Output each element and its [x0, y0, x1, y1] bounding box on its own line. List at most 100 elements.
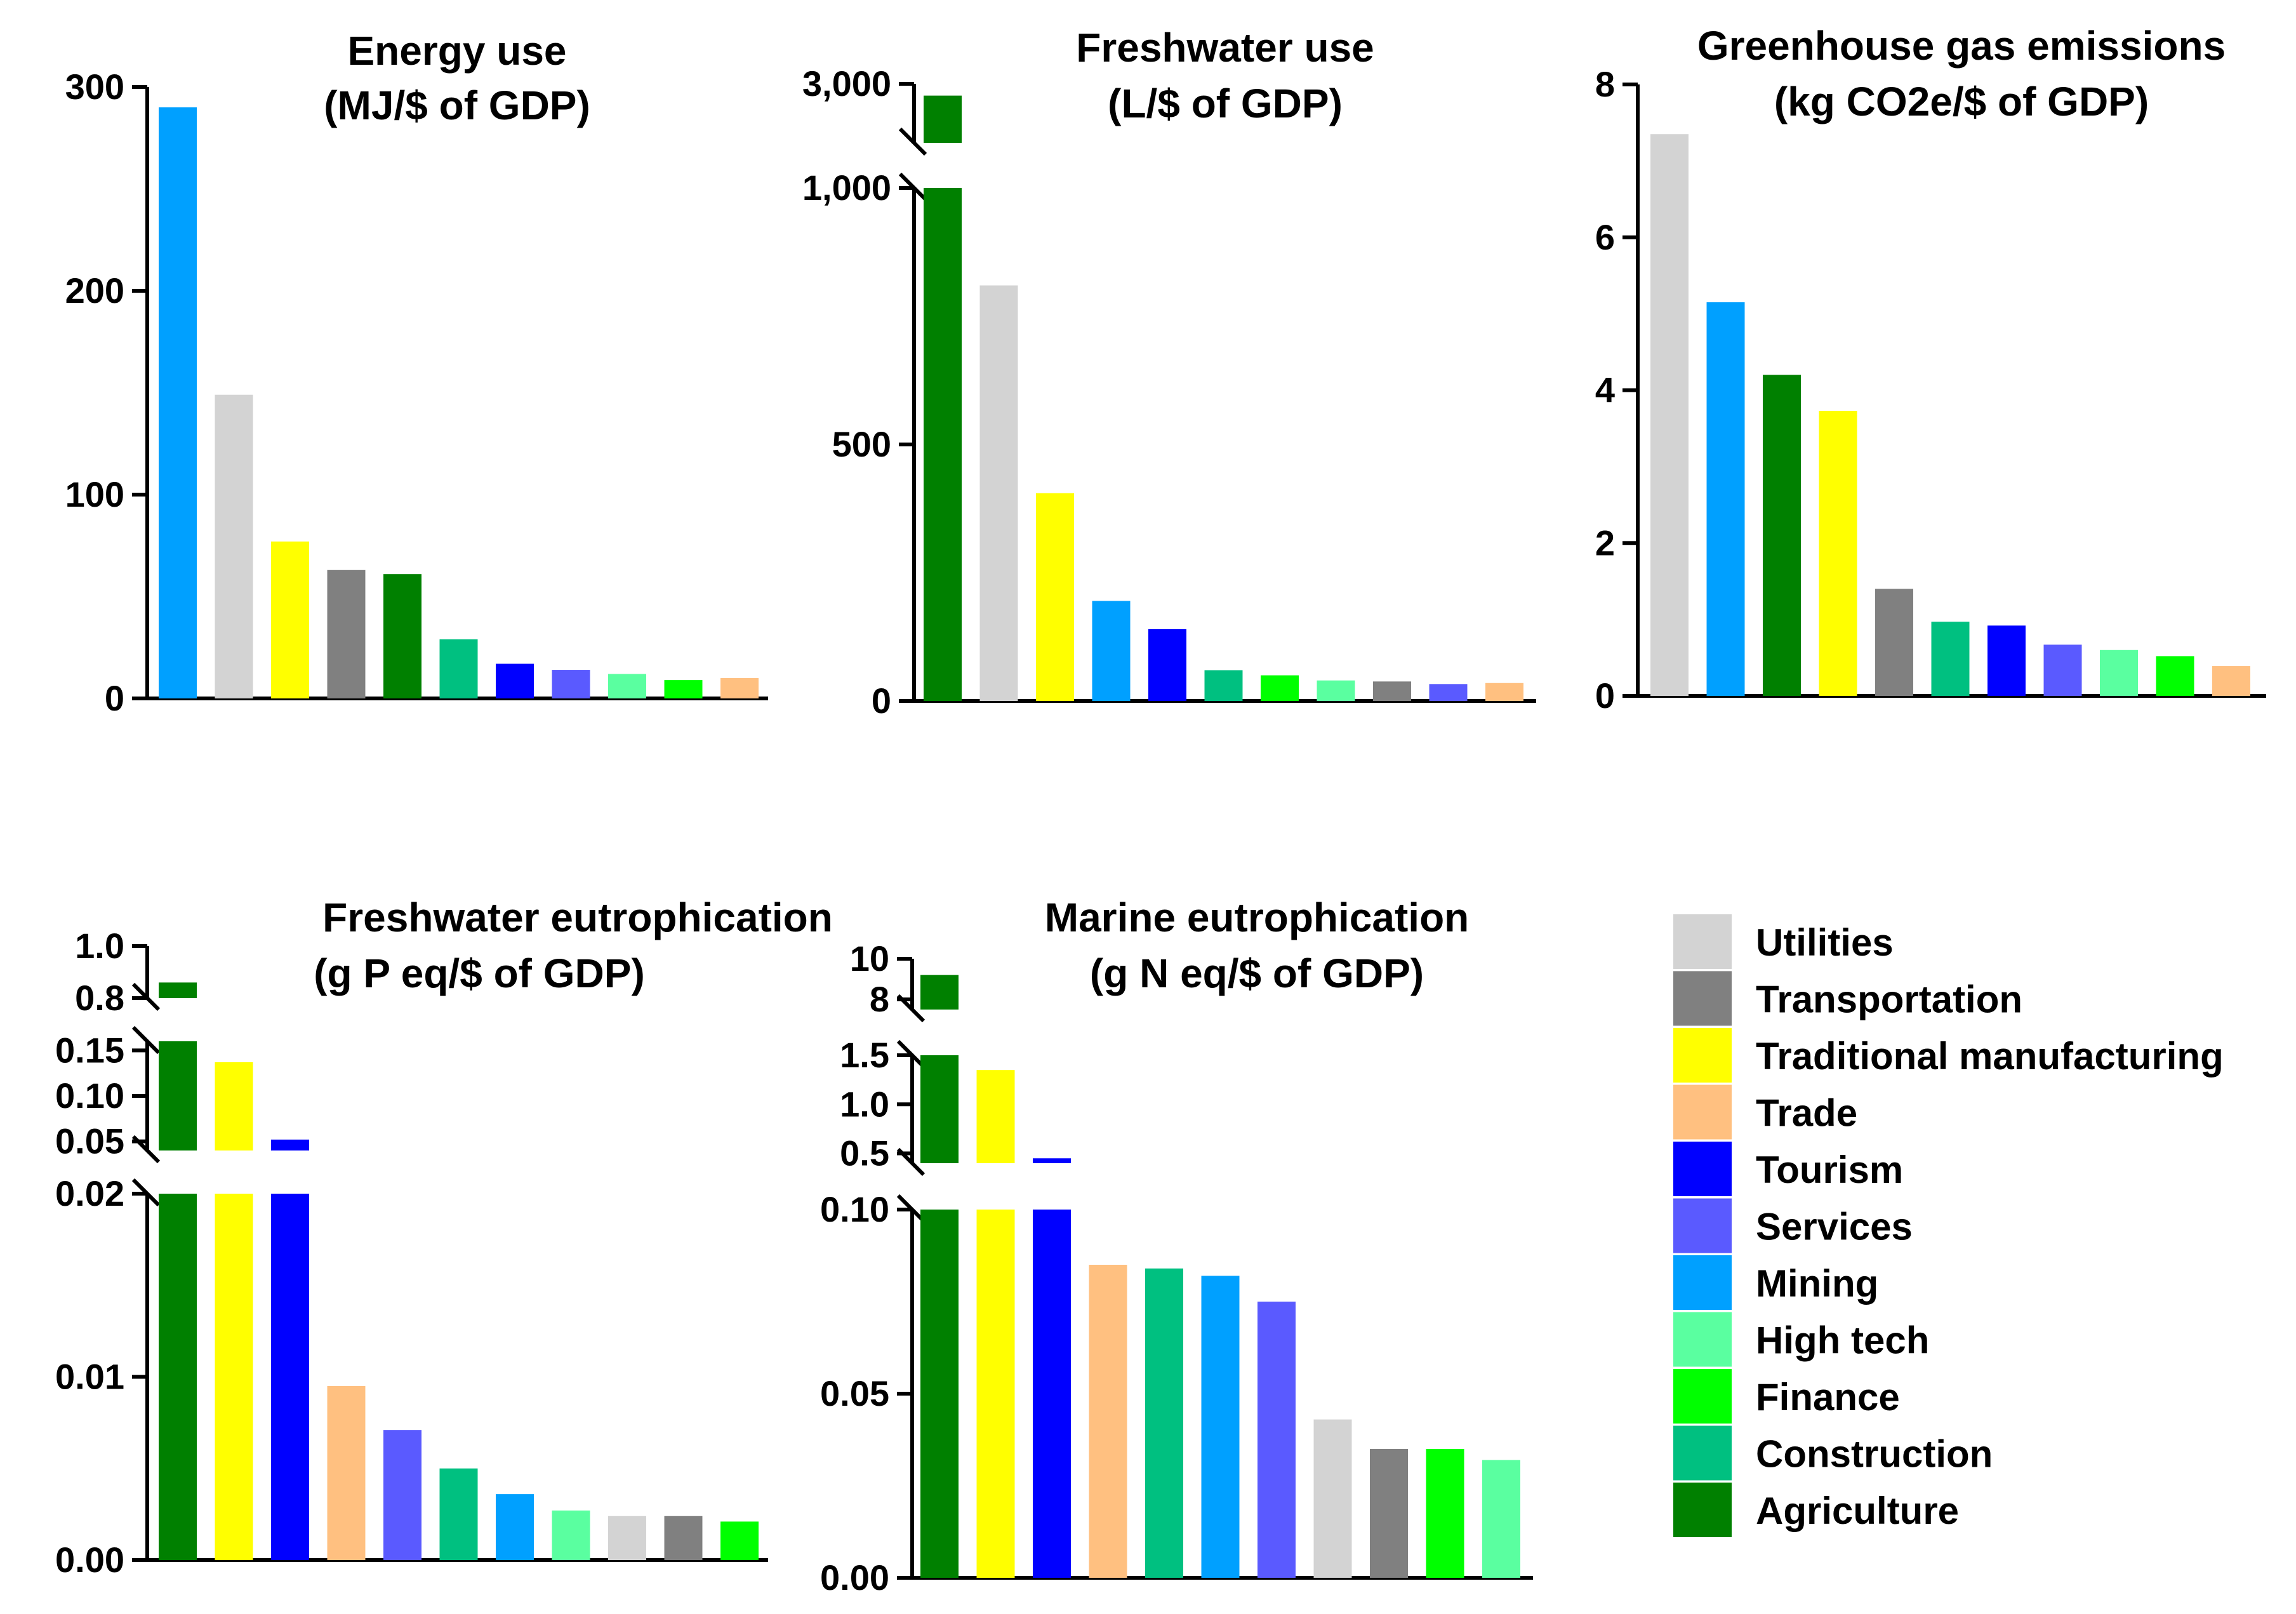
bar-high-tech [2100, 650, 2138, 696]
chart-title-line-1: Freshwater use [1076, 25, 1374, 70]
bar-trade [2212, 666, 2250, 696]
legend-swatch-agriculture [1673, 1483, 1732, 1537]
bar-high-tech [552, 1511, 590, 1560]
bar-construction [1931, 622, 1970, 696]
axis-break-mark [898, 127, 927, 156]
bar-finance [1426, 1449, 1464, 1578]
bar-construction [439, 1468, 478, 1560]
y-tick-label: 200 [65, 270, 124, 310]
y-tick-label: 0.05 [820, 1373, 889, 1413]
bar-agriculture [924, 188, 962, 701]
chart-title-line-2: (g N eq/$ of GDP) [1090, 950, 1424, 996]
legend-swatch-utilities [1673, 914, 1732, 969]
bar-tourism [1148, 629, 1186, 701]
legend-swatch-services [1673, 1198, 1732, 1253]
bar-utilities [979, 285, 1018, 701]
bar-traditional-manufacturing [215, 1062, 253, 1150]
bar-agriculture [383, 574, 421, 698]
legend-label: Utilities [1756, 921, 1894, 964]
y-tick-label: 1.0 [75, 926, 124, 966]
legend-label: Finance [1756, 1376, 1900, 1418]
legend-swatch-trade [1673, 1084, 1732, 1140]
bar-construction [1145, 1268, 1183, 1578]
bar-trade [720, 677, 759, 698]
legend-label: High tech [1756, 1319, 1929, 1362]
bar-traditional-manufacturing [1036, 493, 1074, 701]
y-tick-label: 0.5 [840, 1133, 889, 1173]
chart-title-line-1: Freshwater eutrophication [322, 895, 833, 940]
chart-freshwater-eutrophication: Freshwater eutrophication (g P eq/$ of G… [55, 895, 833, 1580]
y-tick-label: 3,000 [802, 63, 891, 103]
y-tick-label: 0.8 [75, 978, 124, 1018]
bar-finance [2156, 656, 2194, 696]
y-tick-label: 300 [65, 67, 124, 107]
axis-break-mark [131, 1025, 161, 1055]
chart-freshwater-use: Freshwater use (L/$ of GDP) 0 500 1,000 3,0… [802, 25, 1536, 721]
y-tick-label: 0.00 [55, 1540, 124, 1580]
legend-label: Tourism [1756, 1149, 1903, 1191]
chart-title-line-1: Energy use [347, 28, 566, 74]
bar-traditional-manufacturing [1819, 411, 1857, 696]
legend-swatch-high-tech [1673, 1312, 1732, 1367]
bar-traditional-manufacturing [976, 1070, 1015, 1163]
bar-utilities [1650, 134, 1689, 696]
bar-high-tech [608, 674, 646, 698]
bar-construction [439, 639, 478, 698]
bar-mining [1201, 1276, 1240, 1578]
bar-trade [1089, 1265, 1127, 1578]
bar-high-tech [1317, 680, 1355, 701]
y-tick-label: 0.10 [55, 1076, 124, 1116]
legend-swatch-traditional-manufacturing [1673, 1028, 1732, 1083]
chart-title-line-2: (L/$ of GDP) [1108, 81, 1343, 126]
legend-label: Services [1756, 1206, 1913, 1248]
legend-label: Agriculture [1756, 1490, 1959, 1532]
chart-title-line-2: (g P eq/$ of GDP) [314, 950, 645, 996]
chart-title-line-2: (MJ/$ of GDP) [324, 83, 590, 128]
y-tick-label: 0 [105, 678, 124, 718]
chart-energy-use: Energy use (MJ/$ of GDP) 0 100 200 300 [65, 28, 768, 718]
legend: Utilities Transportation Traditional manuf… [1673, 914, 2224, 1537]
chart-greenhouse-gas: Greenhouse gas emissions (kg CO2e/$ of G… [1595, 23, 2266, 716]
bar-agriculture [920, 1055, 959, 1163]
bar-tourism [271, 1139, 309, 1150]
bar-agriculture [920, 975, 959, 1010]
y-tick-label: 0 [872, 681, 891, 721]
y-tick-label: 0.05 [55, 1121, 124, 1161]
bar-agriculture [924, 95, 962, 143]
bar-services [383, 1430, 421, 1560]
y-tick-label: 1,000 [802, 168, 891, 208]
bar-finance [1261, 675, 1299, 701]
bar-tourism [496, 664, 534, 698]
bar-tourism [271, 1194, 309, 1560]
y-tick-label: 0.02 [55, 1173, 124, 1213]
y-tick-label: 0 [1595, 676, 1615, 716]
y-tick-label: 10 [850, 938, 889, 978]
bar-services [1429, 684, 1468, 701]
bar-transportation [1370, 1449, 1408, 1578]
legend-label: Trade [1756, 1092, 1857, 1135]
bar-mining [1706, 302, 1745, 697]
y-tick-label: 2 [1595, 523, 1615, 563]
legend-swatch-tourism [1673, 1142, 1732, 1196]
chart-title-line-1: Greenhouse gas emissions [1697, 23, 2226, 69]
bar-agriculture [920, 1210, 959, 1578]
bar-transportation [1373, 681, 1411, 701]
bar-trade [1485, 683, 1523, 701]
bar-agriculture [1763, 375, 1801, 696]
y-tick-label: 0.00 [820, 1557, 889, 1597]
legend-swatch-transportation [1673, 971, 1732, 1026]
y-tick-label: 500 [832, 424, 891, 464]
legend-label: Traditional manufacturing [1756, 1035, 2224, 1077]
bar-services [1257, 1302, 1296, 1578]
y-tick-label: 1.5 [840, 1035, 889, 1075]
bar-tourism [1987, 625, 2026, 696]
bar-traditional-manufacturing [271, 541, 309, 698]
legend-label: Mining [1756, 1262, 1878, 1305]
bar-construction [1204, 670, 1243, 701]
y-tick-label: 4 [1595, 370, 1615, 410]
bar-tourism [1033, 1158, 1071, 1163]
y-tick-label: 0.01 [55, 1357, 124, 1397]
chart-title-line-1: Marine eutrophication [1045, 895, 1470, 940]
bar-services [2043, 644, 2082, 696]
